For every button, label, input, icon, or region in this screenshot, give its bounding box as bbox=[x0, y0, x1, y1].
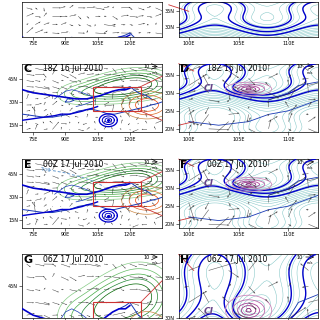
Text: m/s: m/s bbox=[307, 166, 313, 170]
Text: m/s: m/s bbox=[152, 261, 158, 265]
Text: D: D bbox=[180, 64, 189, 75]
Text: 06Z 17 Jul 2010: 06Z 17 Jul 2010 bbox=[207, 255, 267, 264]
Text: G: G bbox=[24, 255, 33, 265]
Text: 10: 10 bbox=[297, 255, 303, 260]
Text: 00Z 17 Jul 2010: 00Z 17 Jul 2010 bbox=[207, 160, 267, 169]
Text: 10: 10 bbox=[143, 160, 149, 165]
Text: 00Z 17 Jul 2010: 00Z 17 Jul 2010 bbox=[43, 160, 104, 169]
Text: C: C bbox=[24, 64, 32, 75]
Text: Cl: Cl bbox=[204, 308, 213, 316]
Bar bbox=[93, 87, 140, 111]
Bar bbox=[93, 302, 140, 320]
Text: E: E bbox=[24, 160, 31, 170]
Text: m/s: m/s bbox=[307, 261, 313, 265]
Text: Cl: Cl bbox=[204, 179, 213, 188]
Text: m/s: m/s bbox=[307, 71, 313, 75]
Text: m/s: m/s bbox=[152, 71, 158, 75]
Text: 10: 10 bbox=[143, 64, 149, 69]
Text: 10: 10 bbox=[143, 255, 149, 260]
Text: 10: 10 bbox=[297, 64, 303, 69]
Text: Cl: Cl bbox=[204, 84, 213, 93]
Text: F: F bbox=[180, 160, 188, 170]
Text: Trog: Trog bbox=[40, 166, 50, 172]
Bar bbox=[93, 182, 140, 206]
Text: H: H bbox=[180, 255, 189, 265]
Text: 18Z 16 Jul 2010: 18Z 16 Jul 2010 bbox=[207, 64, 267, 74]
Text: 10: 10 bbox=[297, 160, 303, 165]
Text: m/s: m/s bbox=[152, 166, 158, 170]
Text: 06Z 17 Jul 2010: 06Z 17 Jul 2010 bbox=[43, 255, 104, 264]
Text: 18Z 16 Jul 2010: 18Z 16 Jul 2010 bbox=[43, 64, 103, 74]
